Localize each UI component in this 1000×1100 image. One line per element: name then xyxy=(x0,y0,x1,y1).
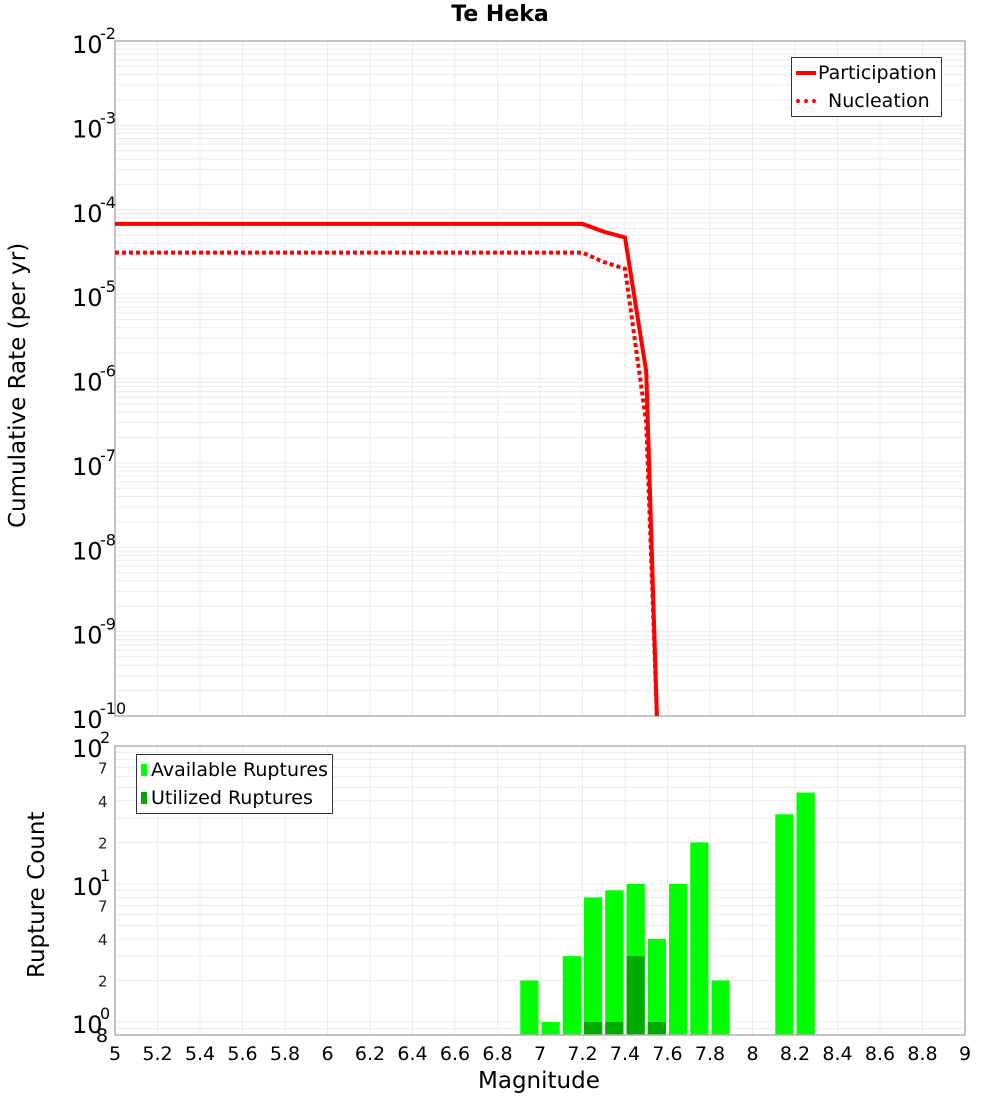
y-tick-label: 10 xyxy=(72,1011,103,1039)
y-minor-tick-label: 2 xyxy=(98,972,108,990)
x-tick-label: 5.6 xyxy=(227,1043,257,1065)
dotted-line-swatch-icon xyxy=(796,99,816,103)
x-tick-label: 8.8 xyxy=(907,1043,937,1065)
x-axis-label: Magnitude xyxy=(478,1068,600,1094)
legend-item-utilized: Utilized Ruptures xyxy=(141,784,328,812)
y-tick-label: 10 xyxy=(72,115,103,143)
x-tick-label: 7 xyxy=(534,1043,546,1065)
legend-item-participation: Participation xyxy=(796,59,937,87)
available-ruptures-bar xyxy=(605,890,624,1035)
y-tick-label: 10 xyxy=(72,735,103,763)
y-tick-label: 10 xyxy=(72,873,103,901)
cumulative-rate-plot: 10-210-310-410-510-610-710-810-910-10 xyxy=(72,24,966,730)
available-ruptures-bar xyxy=(562,956,581,1035)
y-tick-label: 10 xyxy=(72,706,103,730)
x-tick-label: 7.8 xyxy=(695,1043,725,1065)
y-tick-exponent: -2 xyxy=(100,24,116,43)
y-tick-label: 10 xyxy=(72,284,103,312)
x-tick-label: 9 xyxy=(959,1043,971,1065)
available-ruptures-bar xyxy=(520,980,539,1035)
y-tick-label: 10 xyxy=(72,31,103,59)
top-legend: Participation Nucleation xyxy=(791,57,942,117)
y-tick-exponent: -7 xyxy=(100,446,116,465)
available-ruptures-bar xyxy=(796,792,815,1035)
solid-line-swatch-icon xyxy=(796,71,816,75)
y-tick-exponent: -10 xyxy=(100,699,126,718)
x-tick-label: 8 xyxy=(746,1043,758,1065)
x-tick-label: 8.4 xyxy=(822,1043,852,1065)
y-tick-exponent: -6 xyxy=(100,362,116,381)
x-tick-label: 5.8 xyxy=(270,1043,300,1065)
y-tick-exponent: -3 xyxy=(100,108,116,127)
y-tick-exponent: -5 xyxy=(100,277,116,296)
x-tick-label: 7.2 xyxy=(567,1043,597,1065)
x-tick-label: 8.6 xyxy=(865,1043,895,1065)
x-tick-label: 5.2 xyxy=(142,1043,172,1065)
bottom-y-axis-label: Rupture Count xyxy=(24,811,50,978)
y-tick-exponent: -4 xyxy=(100,193,116,212)
x-tick-label: 5 xyxy=(109,1043,121,1065)
y-tick-exponent: -9 xyxy=(100,615,116,634)
y-minor-tick-label: 4 xyxy=(98,793,108,811)
x-tick-label: 6.2 xyxy=(355,1043,385,1065)
bottom-legend: Available Ruptures Utilized Ruptures xyxy=(136,754,333,814)
y-tick-label: 10 xyxy=(72,622,103,650)
available-ruptures-bar xyxy=(711,980,730,1035)
y-tick-exponent: -8 xyxy=(100,530,116,549)
y-tick-exponent: 0 xyxy=(100,1004,110,1023)
utilized-ruptures-bar xyxy=(647,1022,666,1035)
y-tick-exponent: 1 xyxy=(100,866,110,885)
x-tick-label: 6 xyxy=(321,1043,333,1065)
top-grid xyxy=(114,41,966,717)
available-ruptures-bar xyxy=(584,897,603,1035)
y-minor-tick-label: 7 xyxy=(98,897,108,915)
x-tick-label: 8.2 xyxy=(780,1043,810,1065)
y-minor-tick-label: 8 xyxy=(96,1025,108,1047)
nucleation-line xyxy=(115,250,659,717)
utilized-ruptures-bar xyxy=(605,1022,624,1035)
available-ruptures-bar xyxy=(647,938,666,1035)
available-ruptures-bar xyxy=(669,884,688,1035)
y-tick-label: 10 xyxy=(72,537,103,565)
legend-item-available: Available Ruptures xyxy=(141,756,328,784)
top-y-axis-label: Cumulative Rate (per yr) xyxy=(5,242,31,528)
y-tick-label: 10 xyxy=(72,200,103,228)
chart-title: Te Heka xyxy=(451,2,549,27)
available-swatch-icon xyxy=(141,764,147,776)
utilized-ruptures-bar xyxy=(626,956,645,1035)
x-tick-label: 7.6 xyxy=(652,1043,682,1065)
y-minor-tick-label: 4 xyxy=(98,931,108,949)
y-tick-exponent: 2 xyxy=(100,728,110,747)
x-tick-label: 6.8 xyxy=(482,1043,512,1065)
y-tick-label: 10 xyxy=(72,369,103,397)
utilized-swatch-icon xyxy=(141,792,147,804)
y-minor-tick-label: 2 xyxy=(98,834,108,852)
legend-item-nucleation: Nucleation xyxy=(796,87,937,115)
available-ruptures-bar xyxy=(690,842,709,1035)
utilized-ruptures-bar xyxy=(584,1022,603,1035)
x-tick-label: 5.4 xyxy=(185,1043,215,1065)
available-ruptures-bar xyxy=(775,814,794,1035)
x-tick-label: 6.6 xyxy=(440,1043,470,1065)
x-tick-label: 7.4 xyxy=(610,1043,640,1065)
y-tick-label: 10 xyxy=(72,453,103,481)
y-minor-tick-label: 7 xyxy=(98,759,108,777)
x-tick-label: 6.4 xyxy=(397,1043,427,1065)
available-ruptures-bar xyxy=(541,1022,560,1035)
